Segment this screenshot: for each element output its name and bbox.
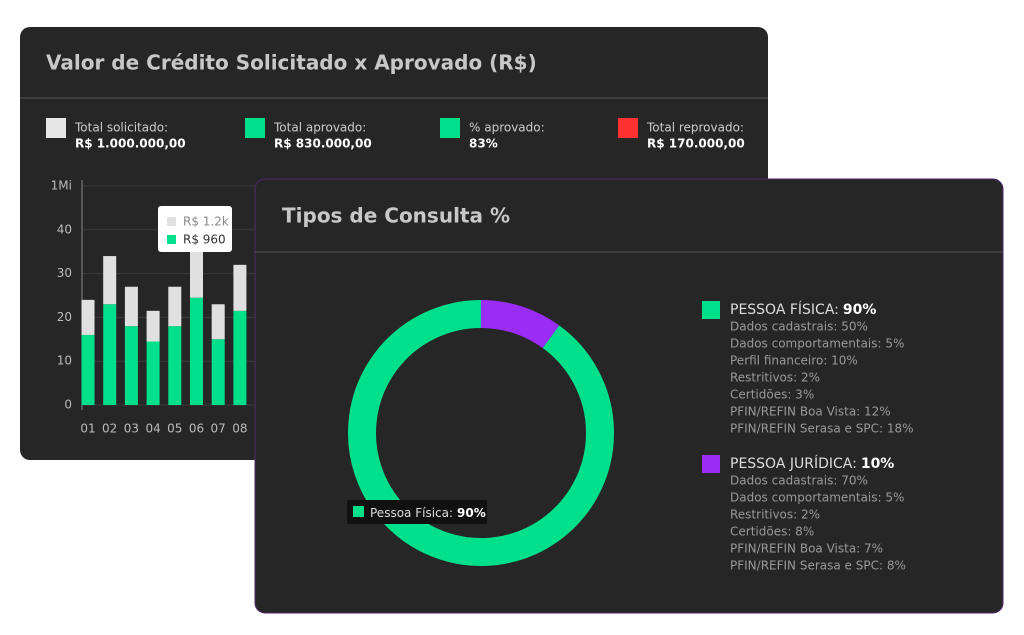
legend-swatch (245, 118, 265, 138)
legend-value: R$ 1.000.000,00 (75, 137, 186, 151)
legend-label: Total aprovado: (273, 121, 366, 135)
y-tick-label: 0 (64, 398, 72, 412)
bar-segment (81, 334, 95, 405)
legend-label: Total reprovado: (646, 121, 744, 135)
x-tick-label: 07 (211, 422, 226, 436)
y-tick-label: 10 (57, 354, 72, 368)
x-tick-label: 04 (145, 422, 160, 436)
legend-name: PESSOA JURÍDICA: (730, 455, 857, 472)
bar-segment (103, 256, 117, 305)
detail-line: Certidões: 3% (730, 388, 814, 402)
tooltip-box (347, 500, 487, 524)
legend-label: Total solicitado: (74, 121, 168, 135)
legend-swatch (618, 118, 638, 138)
legend-swatch (440, 118, 460, 138)
legend-swatch (702, 301, 720, 319)
bar-segment (233, 310, 247, 405)
bar-segment (146, 310, 160, 342)
legend-name: PESSOA FÍSICA: (730, 301, 839, 318)
detail-line: Perfil financeiro: 10% (730, 354, 858, 368)
detail-line: Dados cadastrais: 50% (730, 320, 868, 334)
y-tick-label: 20 (57, 310, 72, 324)
legend-swatch (702, 455, 720, 473)
tooltip-swatch (167, 217, 176, 226)
legend-label: % aprovado: (469, 121, 545, 135)
tooltip-text: Pessoa Física: 90% (370, 506, 486, 520)
bar-segment (168, 326, 182, 405)
detail-line: Dados cadastrais: 70% (730, 474, 868, 488)
tooltip-value: 90% (457, 506, 486, 520)
bar-chart: Total solicitado: R$ 1.000.000,00 Total ap… (46, 118, 768, 436)
legend-value: 83% (469, 137, 498, 151)
x-tick-label: 06 (189, 422, 204, 436)
legend-label: PESSOA JURÍDICA: 10% (730, 455, 894, 472)
bar-segment (124, 286, 138, 327)
bar-segment (211, 304, 225, 340)
bar-segment (168, 286, 182, 327)
tooltip-text: R$ 1.2k (183, 215, 229, 229)
bar-segment (103, 304, 117, 405)
bar-segment (233, 264, 247, 311)
legend-value: 10% (861, 456, 895, 472)
detail-line: PFIN/REFIN Boa Vista: 12% (730, 405, 891, 419)
tooltip-label: Pessoa Física: (370, 506, 453, 520)
bar-segment (124, 326, 138, 405)
bar-segment (211, 339, 225, 405)
donut-segment (480, 300, 560, 349)
tooltip-swatch (353, 506, 364, 517)
x-tick-label: 03 (124, 422, 139, 436)
x-tick-label: 08 (232, 422, 247, 436)
detail-line: PFIN/REFIN Serasa e SPC: 18% (730, 422, 914, 436)
donut-chart: Pessoa Física: 90%PESSOA FÍSICA: 90%Dados … (347, 300, 914, 573)
bar-segment (190, 251, 203, 298)
detail-line: Certidões: 8% (730, 525, 814, 539)
detail-line: Dados comportamentais: 5% (730, 491, 904, 505)
y-tick-label: 30 (57, 266, 72, 280)
detail-line: PFIN/REFIN Serasa e SPC: 8% (730, 559, 906, 573)
x-tick-label: 02 (102, 422, 117, 436)
legend-value: R$ 830.000,00 (274, 137, 372, 151)
chart-title: Tipos de Consulta % (282, 204, 510, 228)
tooltip: Pessoa Física: 90% (347, 500, 487, 524)
bar-segment (146, 341, 160, 405)
x-tick-label: 05 (167, 422, 182, 436)
x-tick-label: 01 (80, 422, 95, 436)
tooltip (158, 206, 232, 252)
detail-line: PFIN/REFIN Boa Vista: 7% (730, 542, 883, 556)
tooltip-text: R$ 960 (183, 233, 226, 247)
donut-segment (348, 300, 614, 566)
bar-segment (81, 299, 95, 335)
tooltip-swatch (167, 235, 176, 244)
y-tick-label: 40 (57, 222, 72, 236)
legend-label: PESSOA FÍSICA: 90% (730, 301, 876, 318)
legend-value: 90% (843, 302, 877, 318)
legend-swatch (46, 118, 66, 138)
detail-line: Dados comportamentais: 5% (730, 337, 904, 351)
chart-title: Valor de Crédito Solicitado x Aprovado (… (46, 51, 537, 75)
y-tick-label: 1Mi (51, 179, 72, 193)
bar-segment (190, 297, 203, 405)
detail-line: Restritivos: 2% (730, 508, 820, 522)
legend-value: R$ 170.000,00 (647, 137, 745, 151)
detail-line: Restritivos: 2% (730, 371, 820, 385)
